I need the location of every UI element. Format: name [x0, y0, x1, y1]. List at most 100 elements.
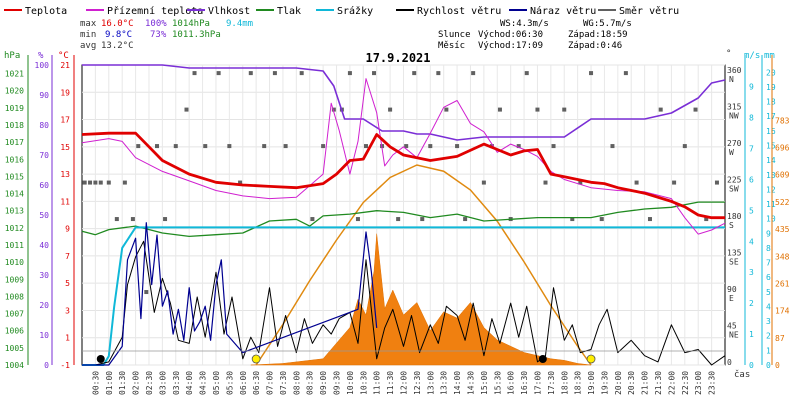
series-winddir-point: [272, 71, 277, 76]
axis-hpa-tick: 1010: [5, 258, 24, 267]
series-winddir-point: [535, 107, 540, 112]
series-winddir-point: [93, 180, 98, 185]
axis-hpa-label: hPa: [4, 51, 20, 61]
axis-radiation-tick: 522: [775, 198, 790, 207]
axis-hpa-tick: 1004: [5, 361, 24, 370]
stat-max-rain: 9.4mm: [226, 19, 253, 29]
axis-rain-tick: 14: [766, 156, 776, 165]
axis-radiation-tick: 87: [775, 334, 785, 343]
axis-winddir-tick: 0: [727, 358, 732, 367]
axis-celsius-tick: 21: [60, 61, 70, 70]
series-winddir-point: [163, 217, 168, 222]
series-winddir-point: [321, 144, 326, 149]
series-winddir-point: [388, 107, 393, 112]
axis-time-tick: 06:00: [239, 371, 248, 395]
axis-time-tick: 23:00: [694, 371, 703, 395]
axis-rain-tick: 1: [766, 346, 771, 355]
axis-percent-tick: 70: [39, 151, 49, 160]
series-winddir-point: [396, 217, 401, 222]
axis-time-label: čas: [734, 369, 750, 380]
axis-time-tick: 14:30: [466, 371, 475, 395]
series-winddir-point: [412, 71, 417, 76]
axis-time-tick: 13:30: [440, 371, 449, 395]
axis-percent-tick: 90: [39, 91, 49, 100]
axis-winddir-dir: W: [729, 148, 734, 157]
axis-percent-tick: 60: [39, 181, 49, 190]
axis-time-tick: 20:30: [627, 371, 636, 395]
axis-percent-tick: 100: [35, 61, 50, 70]
axis-celsius-tick: 19: [60, 88, 70, 97]
series-winddir-point: [524, 71, 529, 76]
series-winddir-point: [184, 107, 189, 112]
series-winddir-point: [203, 144, 208, 149]
axis-time-tick: 18:30: [574, 371, 583, 395]
axis-rain-label: mm: [764, 51, 775, 61]
series-winddir-point: [98, 180, 103, 185]
axes: 1021102010191018101710161015101410131012…: [5, 55, 790, 395]
axis-percent-tick: 10: [39, 331, 49, 340]
axis-winddir-tick: 225: [727, 176, 742, 185]
axis-winddir-tick: 270: [727, 139, 742, 148]
axis-winddir-dir: S: [729, 221, 734, 230]
sun-label: Slunce: [438, 30, 471, 40]
axis-winddir-dir: SW: [729, 185, 739, 194]
axis-percent-tick: 0: [44, 361, 49, 370]
stat-avg-temp: 13.2°C: [101, 41, 134, 51]
axis-time-tick: 03:30: [172, 371, 181, 395]
series-winddir-point: [192, 71, 197, 76]
axis-winddir-dir: SE: [729, 258, 739, 267]
axis-time-tick: 10:00: [346, 371, 355, 395]
series-winddir-point: [516, 144, 521, 149]
stat-max-temp: 16.0°C: [101, 19, 134, 29]
series-winddir-point: [455, 144, 460, 149]
axis-time-tick: 16:30: [520, 371, 529, 395]
series-wind-speed-line: [82, 240, 726, 366]
axis-rain-tick: 9: [766, 229, 771, 238]
axis-time-tick: 22:30: [681, 371, 690, 395]
axis-windspeed-tick: 6: [749, 175, 754, 184]
axis-radiation-tick: 261: [775, 279, 790, 288]
series-humidity-line: [82, 64, 726, 141]
axis-radiation-tick: 174: [775, 307, 790, 316]
series-winddir-point: [436, 71, 441, 76]
axis-time-tick: 02:30: [145, 371, 154, 395]
axis-windspeed-tick: 7: [749, 145, 754, 154]
axis-rain-tick: 2: [766, 332, 771, 341]
stat-avg-label: avg: [80, 41, 96, 51]
axis-time-tick: 04:00: [185, 371, 194, 395]
series-winddir-point: [144, 290, 149, 295]
legend-label-naraz: Náraz větru: [530, 5, 596, 17]
legend-label-smer: Směr větru: [619, 5, 679, 17]
series-winddir-point: [634, 180, 639, 185]
axis-radiation-tick: 0: [775, 361, 780, 370]
axis-celsius-tick: 11: [60, 197, 70, 206]
axis-radiation-tick: 348: [775, 252, 790, 261]
axis-time-tick: 14:00: [453, 371, 462, 395]
axis-rain-tick: 5: [766, 288, 771, 297]
axis-hpa-tick: 1015: [5, 172, 24, 181]
axis-rain-tick: 19: [766, 83, 776, 92]
axis-percent-tick: 80: [39, 121, 49, 130]
series-winddir-point: [578, 180, 583, 185]
axis-time-tick: 18:00: [560, 371, 569, 395]
series-winddir-point: [672, 180, 677, 185]
axis-time-tick: 03:00: [158, 371, 167, 395]
series-winddir-point: [155, 144, 160, 149]
axis-celsius-tick: 1: [65, 334, 70, 343]
axis-windspeed-tick: 0: [749, 361, 754, 370]
axis-celsius-tick: 13: [60, 170, 70, 179]
axis-winddir-tick: 360: [727, 66, 742, 75]
axis-celsius-tick: 15: [60, 143, 70, 152]
series-winddir-point: [114, 217, 119, 222]
legend-label-srazky: Srážky: [337, 5, 373, 17]
axis-windspeed-tick: 3: [749, 268, 754, 277]
legend-label-teplota: Teplota: [25, 6, 67, 17]
series-winddir-point: [543, 180, 548, 185]
series-winddir-point: [714, 180, 719, 185]
plot-area: [81, 64, 726, 366]
series-winddir-point: [658, 107, 663, 112]
axis-percent-label: %: [38, 51, 44, 61]
axis-hpa-tick: 1017: [5, 138, 24, 147]
chart-title: 17.9.2021: [365, 51, 430, 65]
legend-label-vlhkost: Vlhkost: [208, 6, 250, 17]
